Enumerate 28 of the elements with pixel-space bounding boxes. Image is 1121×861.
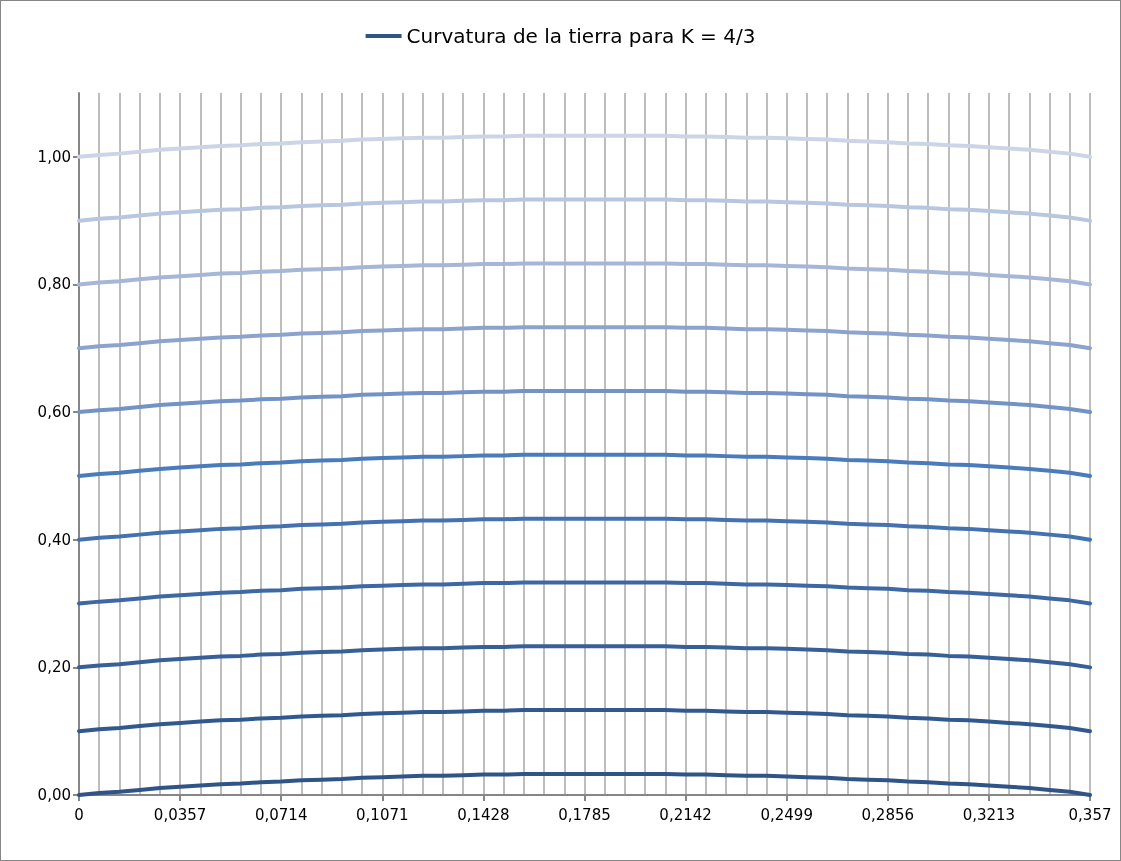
y-tick-label: 0,40: [37, 530, 71, 549]
y-tick-label: 0,80: [37, 275, 71, 294]
x-tick-label: 0,2142: [659, 805, 712, 824]
line-series: [77, 197, 1092, 223]
x-tick-label: 0,3213: [962, 805, 1016, 824]
x-tick-label: 0,1428: [457, 805, 510, 824]
legend-label: Curvatura de la tierra para K = 4/3: [406, 24, 756, 48]
line-series: [77, 516, 1092, 542]
x-tick-label: 0,2856: [861, 805, 915, 824]
x-tick-label: 0,1071: [356, 805, 409, 824]
x-tick-label: 0: [74, 805, 84, 824]
x-tick-label: 0,0357: [153, 805, 207, 824]
y-tick-label: 0,60: [37, 403, 71, 422]
x-tick-label: 0,0714: [254, 805, 308, 824]
y-tick-label: 0,20: [37, 658, 71, 677]
y-tick-label: 0,00: [37, 786, 71, 804]
line-series: [77, 261, 1092, 287]
x-tick-label: 0,357: [1068, 805, 1112, 824]
line-series: [77, 708, 1092, 734]
line-series: [77, 452, 1092, 478]
y-tick-label: 1,00: [37, 147, 71, 166]
line-series: [77, 389, 1092, 415]
line-series: [77, 644, 1092, 670]
x-tick-label: 0,1785: [558, 805, 611, 824]
line-series: [77, 580, 1092, 606]
line-series: [77, 133, 1092, 159]
x-tick-label: 0,2499: [760, 805, 813, 824]
line-series: [77, 325, 1092, 351]
